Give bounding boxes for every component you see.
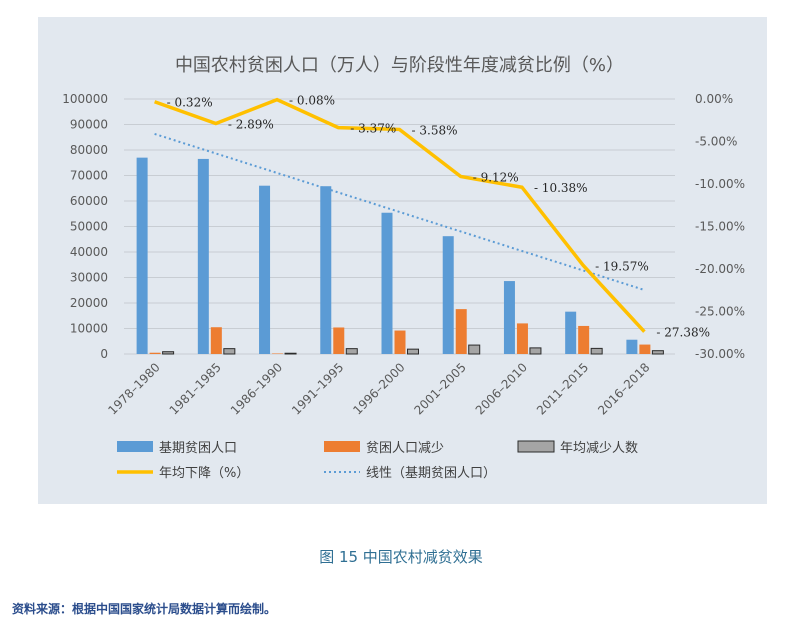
y2-tick-label: 0.00% <box>695 92 733 106</box>
legend-label: 线性（基期贫困人口） <box>366 465 496 481</box>
x-tick-label: 1978–1980 <box>105 360 162 417</box>
bar-annual-reduction <box>284 352 297 355</box>
legend-label: 年均下降（%） <box>159 466 249 481</box>
bar-annual-reduction <box>223 348 236 355</box>
x-tick-label: 1991–1995 <box>289 360 346 417</box>
y-tick-label: 50000 <box>70 220 108 234</box>
data-label-annual-decline: - 10.38% <box>534 181 588 195</box>
bar-poverty-reduction <box>210 327 222 354</box>
y-tick-label: 80000 <box>70 143 108 157</box>
chart-title: 中国农村贫困人口（万人）与阶段性年度减贫比例（%） <box>175 55 624 76</box>
data-label-annual-decline: - 3.58% <box>412 123 458 137</box>
y2-tick-label: -30.00% <box>695 347 745 361</box>
legend-label: 贫困人口减少 <box>366 440 444 456</box>
bar-base-poverty <box>503 281 515 354</box>
bar-base-poverty <box>320 186 332 354</box>
data-label-annual-decline: - 19.57% <box>595 259 649 273</box>
bar-annual-reduction <box>590 347 603 355</box>
bar-base-poverty <box>565 311 577 354</box>
y-tick-label: 30000 <box>70 271 108 285</box>
x-tick-label: 1986–1990 <box>228 360 285 417</box>
bar-annual-reduction <box>651 350 664 355</box>
bar-poverty-reduction <box>455 309 467 354</box>
legend-swatch-bar <box>324 441 360 452</box>
data-label-annual-decline: - 0.08% <box>289 94 335 108</box>
bar-poverty-reduction <box>272 353 284 354</box>
bar-poverty-reduction <box>516 323 528 354</box>
y-tick-label: 100000 <box>62 92 108 106</box>
y-tick-label: 40000 <box>70 245 108 259</box>
bar-poverty-reduction <box>149 352 161 354</box>
chart-panel: 中国农村贫困人口（万人）与阶段性年度减贫比例（%） 0 10000 20000 3000… <box>38 17 767 504</box>
legend-swatch-bar <box>517 440 555 453</box>
data-label-annual-decline: - 2.89% <box>228 118 274 132</box>
y-tick-label: 20000 <box>70 296 108 310</box>
bar-annual-reduction <box>468 344 481 355</box>
chart-svg: 中国农村贫困人口（万人）与阶段性年度减贫比例（%） 0 10000 20000 3000… <box>62 55 745 481</box>
y2-tick-label: -15.00% <box>695 220 745 234</box>
x-tick-label: 1996–2000 <box>350 360 407 417</box>
data-label-annual-decline: - 3.37% <box>350 122 396 136</box>
y-tick-label: 10000 <box>70 322 108 336</box>
bar-base-poverty <box>259 185 271 354</box>
x-tick-label: 2001–2005 <box>412 360 469 417</box>
y-tick-label: 90000 <box>70 118 108 132</box>
y-tick-label: 60000 <box>70 194 108 208</box>
trendline-base-poverty <box>154 132 645 291</box>
bar-base-poverty <box>442 236 454 354</box>
x-tick-label: 2006–2010 <box>473 360 530 417</box>
y2-tick-label: -10.00% <box>695 177 745 191</box>
bar-base-poverty <box>197 158 209 354</box>
line-annual-decline <box>154 97 646 333</box>
bar-annual-reduction <box>162 351 175 355</box>
legend-label: 基期贫困人口 <box>159 440 237 456</box>
x-tick-label: 2011–2015 <box>534 360 591 417</box>
bar-annual-reduction <box>345 348 358 355</box>
figure-caption: 图 15 中国农村减贫效果 <box>319 548 483 566</box>
bar-poverty-reduction <box>394 330 406 354</box>
y-tick-label: 70000 <box>70 169 108 183</box>
legend-swatch-bar <box>117 441 153 452</box>
bar-annual-reduction <box>407 348 419 355</box>
bar-poverty-reduction <box>578 325 590 354</box>
bar-base-poverty <box>136 157 148 354</box>
bar-annual-reduction <box>529 347 542 355</box>
x-tick-label: 2016–2018 <box>595 360 652 417</box>
y2-tick-label: -25.00% <box>695 305 745 319</box>
y2-tick-label: -5.00% <box>695 135 737 149</box>
bar-base-poverty <box>381 212 393 354</box>
x-tick-label: 1981–1985 <box>167 360 224 417</box>
y2-tick-label: -20.00% <box>695 262 745 276</box>
y-tick-label: 0 <box>100 347 108 361</box>
data-label-annual-decline: - 0.32% <box>167 96 213 110</box>
data-label-annual-decline: - 9.12% <box>473 171 519 185</box>
legend-label: 年均减少人数 <box>560 441 638 456</box>
source-note: 资料来源：根据中国国家统计局数据计算而绘制。 <box>12 602 277 616</box>
bar-poverty-reduction <box>333 327 345 354</box>
bar-base-poverty <box>626 339 638 354</box>
data-label-annual-decline: - 27.38% <box>656 326 710 340</box>
bar-poverty-reduction <box>639 344 651 354</box>
